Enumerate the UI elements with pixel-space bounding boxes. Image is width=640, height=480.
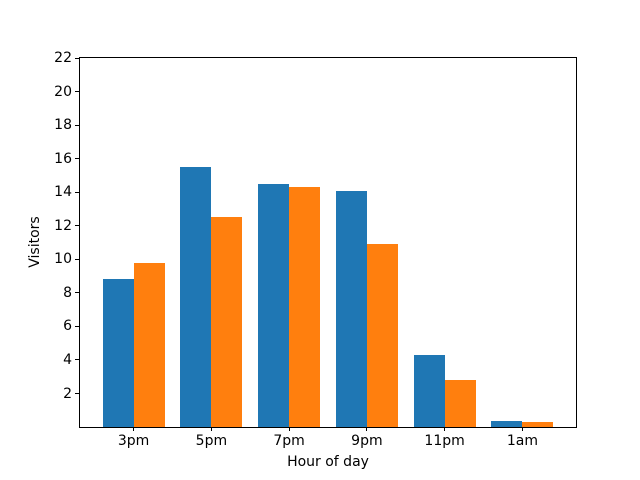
y-tick-mark xyxy=(75,225,79,227)
y-tick-label: 14 xyxy=(54,184,72,201)
x-tick-mark xyxy=(366,427,368,431)
y-tick-mark xyxy=(75,191,79,193)
x-tick-mark xyxy=(288,427,290,431)
x-tick-label: 7pm xyxy=(273,433,305,449)
bar-series-2-orange-1am xyxy=(522,422,554,427)
y-tick-mark xyxy=(75,359,79,361)
x-tick-label: 3pm xyxy=(117,433,150,449)
x-tick-mark xyxy=(133,427,135,431)
x-axis-label: Hour of day xyxy=(287,454,369,470)
x-tick-mark xyxy=(521,427,523,431)
bar-series-2-orange-3pm xyxy=(133,262,165,427)
y-tick-label: 12 xyxy=(54,217,72,234)
y-tick-label: 2 xyxy=(63,385,72,402)
y-tick-label: 10 xyxy=(54,251,72,268)
x-tick-label: 9pm xyxy=(351,433,383,449)
plot-area xyxy=(79,57,577,428)
y-tick-label: 8 xyxy=(63,284,72,301)
y-tick-mark xyxy=(75,258,79,260)
bar-series-2-orange-5pm xyxy=(211,217,243,427)
x-tick-mark xyxy=(210,427,212,431)
y-tick-mark xyxy=(75,124,79,126)
bar-series-2-orange-9pm xyxy=(366,244,398,427)
bar-series-1-blue-1am xyxy=(491,421,523,427)
y-tick-mark xyxy=(75,325,79,327)
y-tick-mark xyxy=(75,57,79,59)
y-tick-label: 16 xyxy=(54,150,72,167)
bar-series-1-blue-3pm xyxy=(102,279,134,427)
y-tick-label: 22 xyxy=(54,50,72,66)
y-tick-mark xyxy=(75,292,79,294)
y-tick-label: 18 xyxy=(54,117,72,134)
x-tick-mark xyxy=(444,427,446,431)
bar-series-1-blue-5pm xyxy=(180,167,212,427)
bar-series-1-blue-11pm xyxy=(413,354,445,427)
y-tick-mark xyxy=(75,91,79,92)
bar-series-2-orange-7pm xyxy=(289,187,321,427)
y-tick-mark xyxy=(75,158,79,160)
bar-series-1-blue-9pm xyxy=(335,190,367,427)
y-tick-label: 20 xyxy=(54,83,72,100)
y-tick-mark xyxy=(75,393,79,394)
y-tick-label: 4 xyxy=(63,351,72,368)
bar-series-2-orange-11pm xyxy=(444,380,476,427)
x-tick-label: 5pm xyxy=(195,433,228,449)
y-tick-label: 6 xyxy=(63,318,72,335)
bar-series-1-blue-7pm xyxy=(258,183,290,427)
x-tick-label: 1am xyxy=(506,433,538,449)
x-tick-label: 11pm xyxy=(424,433,465,449)
